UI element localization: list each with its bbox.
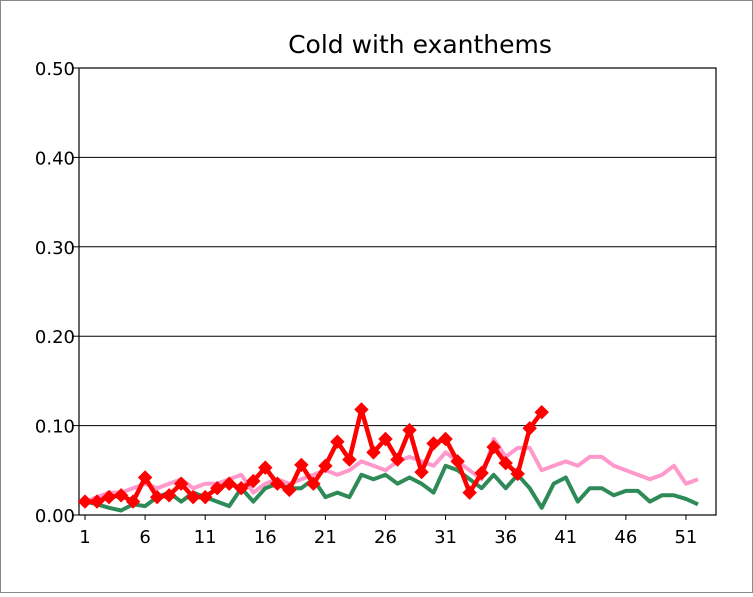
x-tick-label: 36 <box>494 527 517 548</box>
x-tick-label: 6 <box>139 527 150 548</box>
x-tick-label: 46 <box>614 527 637 548</box>
data-point-marker <box>534 404 549 420</box>
data-point-marker <box>366 445 381 460</box>
data-point-marker <box>197 489 213 505</box>
data-point-marker <box>426 436 441 451</box>
x-tick-label: 11 <box>194 527 217 548</box>
data-point-marker <box>258 460 273 475</box>
y-axis: 0.00 0.10 0.20 0.30 0.40 0.50 <box>35 59 79 527</box>
data-point-marker <box>522 421 537 436</box>
y-tick-label: 0.20 <box>35 327 75 348</box>
data-point-marker <box>137 470 153 485</box>
data-point-marker <box>498 455 513 471</box>
data-point-marker <box>246 473 261 489</box>
data-point-marker <box>234 480 249 496</box>
data-point-marker <box>330 434 345 449</box>
data-point-marker <box>462 485 477 500</box>
data-point-marker <box>510 466 525 482</box>
data-point-marker <box>89 494 105 509</box>
y-tick-label: 0.40 <box>35 148 75 169</box>
data-point-marker <box>378 431 393 447</box>
data-point-marker <box>125 494 141 509</box>
y-tick-label: 0.30 <box>35 238 75 259</box>
plot-area <box>78 67 717 516</box>
x-axis: 1 6 11 16 21 26 31 36 41 46 51 <box>79 515 697 548</box>
x-tick-label: 26 <box>374 527 397 548</box>
data-point-marker <box>354 402 369 417</box>
y-tick-label: 0.00 <box>35 506 75 527</box>
x-tick-label: 31 <box>434 527 457 548</box>
data-point-marker <box>318 458 333 474</box>
data-point-marker <box>173 476 189 491</box>
data-point-marker <box>294 457 309 473</box>
data-point-marker <box>414 464 429 480</box>
series-group <box>77 402 699 513</box>
data-point-marker <box>438 431 453 447</box>
data-point-marker <box>185 489 201 505</box>
data-point-marker <box>390 452 405 467</box>
data-point-marker <box>222 476 237 491</box>
data-point-marker <box>450 454 465 469</box>
x-tick-label: 1 <box>79 527 90 548</box>
data-point-marker <box>402 422 417 438</box>
data-point-marker <box>282 482 297 498</box>
x-tick-label: 16 <box>254 527 277 548</box>
y-tick-label: 0.50 <box>35 59 75 80</box>
data-point-marker <box>113 488 129 503</box>
x-tick-label: 41 <box>554 527 577 548</box>
data-point-marker <box>77 494 93 509</box>
x-tick-label: 51 <box>674 527 697 548</box>
data-point-marker <box>210 480 225 496</box>
x-tick-label: 21 <box>314 527 337 548</box>
data-point-marker <box>101 489 117 505</box>
data-point-marker <box>270 476 285 491</box>
data-point-marker <box>161 488 177 503</box>
data-point-marker <box>149 489 165 505</box>
data-point-marker <box>306 476 321 491</box>
chart-title: Cold with exanthems <box>288 30 552 59</box>
y-tick-label: 0.10 <box>35 417 75 438</box>
data-point-marker <box>486 439 501 455</box>
data-point-marker <box>474 465 489 481</box>
data-point-marker <box>342 452 357 467</box>
